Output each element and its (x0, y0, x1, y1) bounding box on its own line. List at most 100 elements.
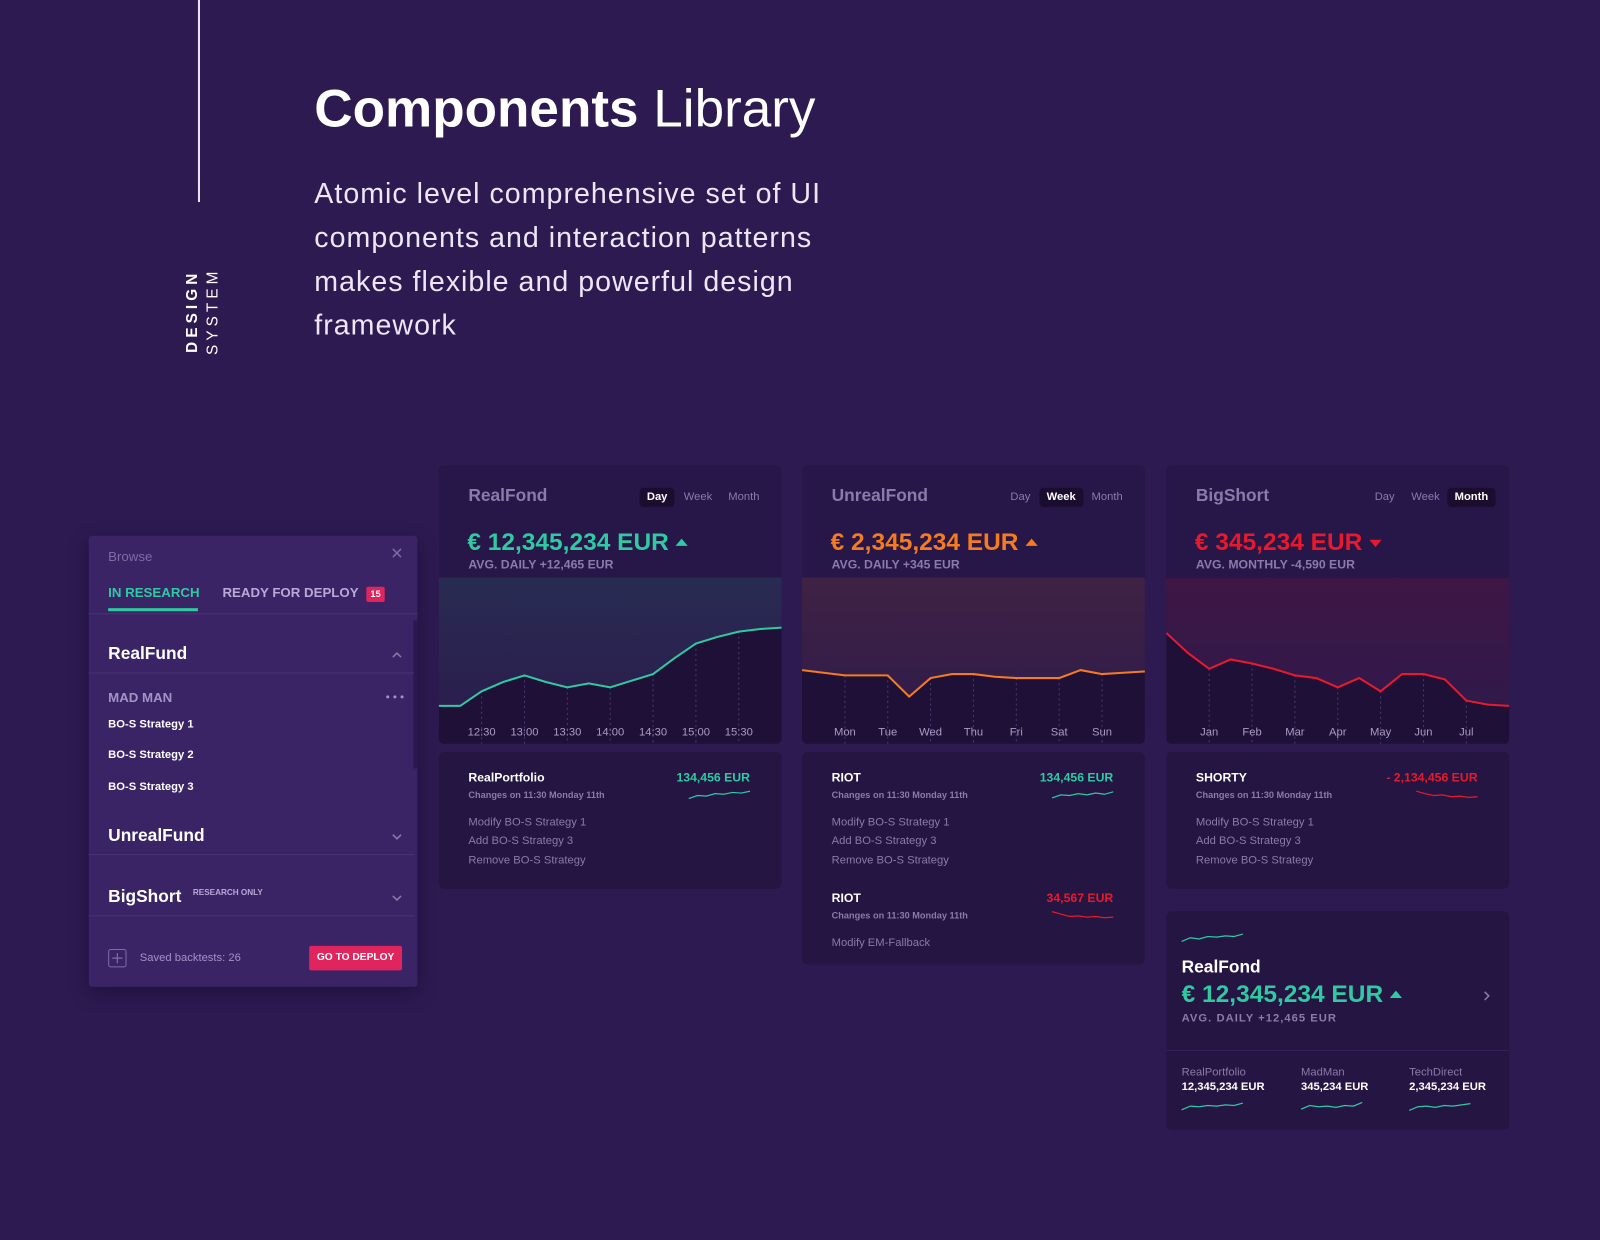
entry-change: Remove BO-S Strategy (1195, 853, 1314, 866)
x-tick-label: Jun (1414, 726, 1433, 739)
entry-subtitle: Changes on 11:30 Monday 11th (831, 789, 968, 800)
divider (88, 915, 415, 917)
amount: € 2,345,234 EUR (830, 528, 1019, 557)
entry-subtitle: Changes on 11:30 Monday 11th (831, 909, 968, 920)
chevron (392, 651, 402, 658)
sparkline (688, 790, 751, 800)
amount: € 12,345,234 EUR (467, 528, 669, 557)
sparkline (1416, 790, 1478, 798)
tab[interactable]: IN RESEARCH (108, 584, 200, 600)
group-name[interactable]: BigShort (108, 886, 182, 906)
close-mark (392, 548, 402, 558)
strategy-item[interactable]: BO-S Strategy 1 (108, 717, 194, 731)
average: AVG. DAILY +345 EUR (831, 557, 960, 572)
sparkline-line (1300, 1101, 1363, 1110)
add-icon (108, 948, 127, 968)
period-tab[interactable]: Month (1091, 490, 1123, 503)
tab-underline (108, 608, 198, 612)
chart (1166, 577, 1510, 744)
entry-title: RIOT (831, 890, 861, 906)
description: Atomic level comprehensive set of UI comp… (314, 171, 821, 347)
amount: € 12,345,234 EUR (1181, 980, 1384, 1009)
x-tick-label: Fri (1009, 726, 1023, 739)
period-tab[interactable]: Month (728, 490, 760, 503)
browse-panel: Browse IN RESEARCH READY FOR DEPLOY 15 RealF… (88, 535, 418, 987)
item-amount: 12,345,234 EUR (1181, 1080, 1265, 1093)
entry-change: Remove BO-S Strategy (831, 853, 949, 866)
sparkline-line (688, 790, 751, 800)
average: AVG. MONTHLY -4,590 EUR (1195, 557, 1355, 572)
close-icon[interactable] (392, 548, 402, 558)
description-line: Atomic level comprehensive set of UI (314, 177, 822, 210)
x-tick-label: Wed (919, 726, 943, 739)
summary-title: RealFond (1181, 956, 1261, 977)
card-title: RealFond (468, 485, 548, 505)
divider (88, 613, 418, 615)
sparkline (1051, 911, 1114, 919)
side-label-light: SYSTEM (204, 267, 222, 355)
sparkline-line (1051, 791, 1114, 799)
dot (393, 695, 397, 699)
item-name: MadMan (1301, 1065, 1345, 1079)
period-tab[interactable]: Month (1447, 487, 1496, 507)
badge: 15 (366, 586, 385, 602)
entry-change: Add BO-S Strategy 3 (831, 834, 937, 847)
x-tick-label: Mar (1285, 726, 1305, 739)
period-tab[interactable]: Day (1374, 490, 1395, 503)
period-tab[interactable]: Day (639, 487, 675, 507)
item-name: RealPortfolio (1181, 1065, 1246, 1079)
group-name[interactable]: RealFund (108, 643, 188, 663)
sparkline-line (1051, 911, 1114, 919)
period-tab[interactable]: Week (1411, 490, 1440, 503)
x-tick-label: 12:30 (467, 726, 496, 739)
divider (88, 672, 415, 674)
entry-title: SHORTY (1195, 770, 1247, 785)
scrollbar (413, 620, 418, 769)
chevron-icon (392, 651, 402, 658)
tab[interactable]: READY FOR DEPLOY (222, 584, 359, 600)
chart (802, 577, 1145, 744)
title-bold: Components (314, 79, 639, 139)
deploy-button[interactable]: GO TO DEPLOY (309, 945, 403, 971)
entry-change: Remove BO-S Strategy (468, 853, 586, 866)
entry-change: Add BO-S Strategy 3 (1195, 834, 1301, 847)
chart-line (438, 626, 782, 707)
trend-icon (1390, 990, 1403, 998)
sparkline-line (1416, 790, 1478, 798)
period-tab[interactable]: Week (683, 490, 713, 503)
sparkline (1408, 1103, 1471, 1111)
sparkline (1300, 1101, 1363, 1110)
entry-change: Modify BO-S Strategy 1 (831, 815, 950, 829)
entry-title: RealPortfolio (468, 770, 545, 785)
side-label-bold: DESIGN (183, 269, 202, 353)
title-light: Library (653, 79, 816, 139)
strategy-item[interactable]: BO-S Strategy 2 (108, 748, 194, 762)
activity-card: RealPortfolio Changes on 11:30 Monday 11t… (438, 752, 782, 889)
card-title: BigShort (1195, 485, 1270, 505)
divider (88, 854, 415, 856)
divider (1166, 1049, 1510, 1052)
strategy-item[interactable]: BO-S Strategy 3 (108, 780, 194, 793)
amount-row: € 345,234 EUR (1195, 529, 1382, 558)
x-tick-label: 14:00 (596, 726, 625, 739)
activity-card: SHORTY Changes on 11:30 Monday 11th - 2,13… (1166, 752, 1510, 889)
x-tick-label: May (1369, 726, 1392, 739)
more-icon (386, 695, 404, 699)
chevron (1484, 991, 1490, 1001)
amount-row: € 12,345,234 EUR (467, 528, 689, 558)
sparkline (1181, 1102, 1244, 1111)
chevron (392, 895, 402, 902)
group-owner: MAD MAN (108, 689, 173, 705)
group-name[interactable]: UnrealFund (108, 824, 205, 845)
x-tick-label: Tue (878, 726, 898, 739)
chevron-icon (392, 834, 402, 840)
period-tab[interactable]: Week (1039, 487, 1083, 507)
period-tab[interactable]: Day (1010, 490, 1031, 503)
chart-card: Jan Feb Mar Apr May Jun Jul BigShort Day Week Mont… (1166, 465, 1510, 744)
trend-arrow (1390, 990, 1403, 998)
x-tick-label: Thu (963, 726, 984, 739)
trend-icon (1369, 539, 1382, 548)
sparkline (1051, 791, 1114, 799)
browse-title: Browse (108, 548, 153, 564)
sparkline-line (1181, 1102, 1244, 1111)
